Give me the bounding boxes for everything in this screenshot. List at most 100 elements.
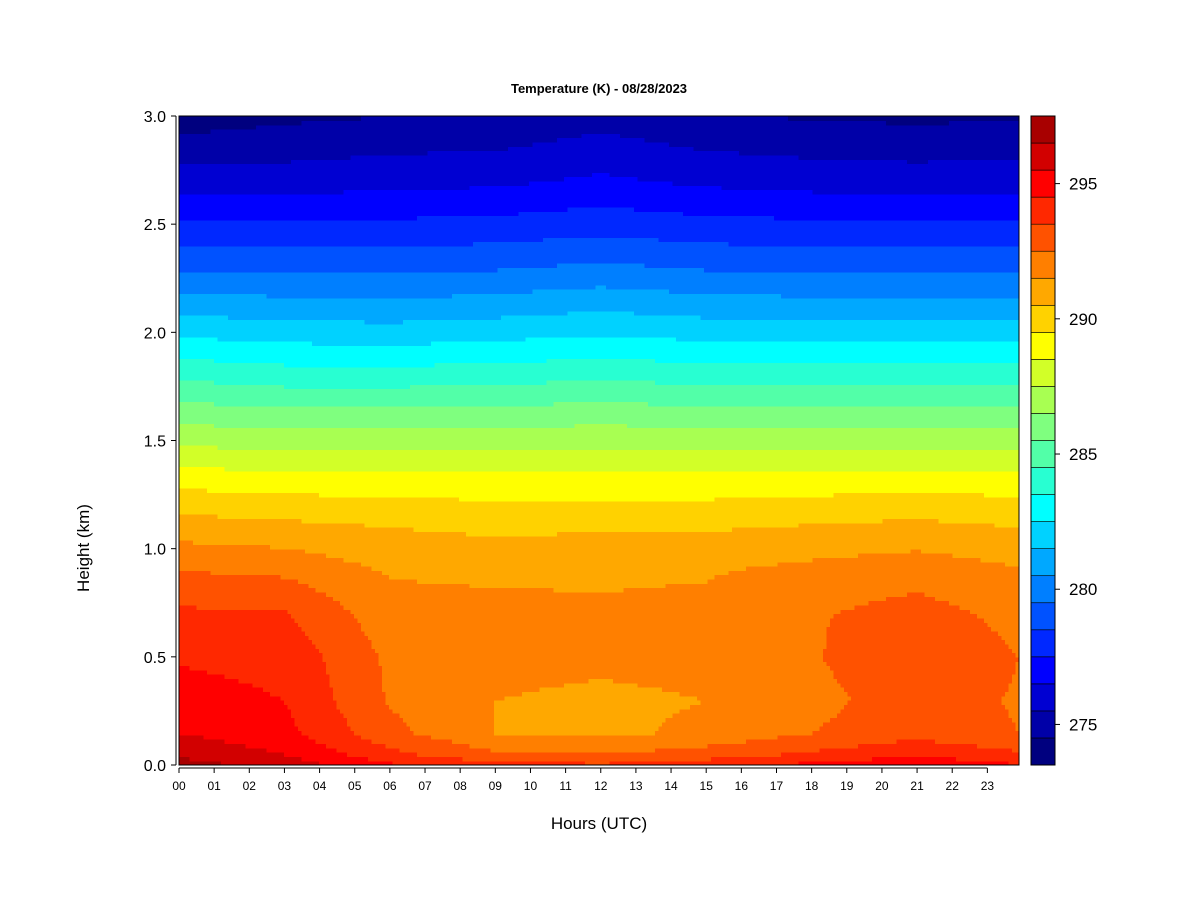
- heatmap-cell: [200, 665, 204, 670]
- heatmap-cell: [228, 631, 232, 636]
- heatmap-cell: [253, 717, 257, 722]
- heatmap-cell: [193, 700, 197, 705]
- heatmap-cell: [218, 371, 222, 376]
- heatmap-cell: [249, 371, 253, 376]
- heatmap-cell: [218, 142, 222, 147]
- heatmap-cell: [232, 505, 236, 510]
- heatmap-cell: [197, 228, 201, 233]
- heatmap-cell: [197, 717, 201, 722]
- heatmap-cell: [256, 748, 260, 753]
- heatmap-cell: [218, 458, 222, 463]
- heatmap-cell: [267, 311, 271, 316]
- heatmap-cell: [193, 605, 197, 610]
- heatmap-cell: [228, 527, 232, 532]
- heatmap-cell: [204, 363, 208, 368]
- heatmap-cell: [221, 735, 225, 740]
- heatmap-cell: [218, 704, 222, 709]
- heatmap-cell: [228, 743, 232, 748]
- heatmap-cell: [267, 748, 271, 753]
- heatmap-cell: [218, 661, 222, 666]
- heatmap-cell: [183, 484, 187, 489]
- heatmap-cell: [183, 406, 187, 411]
- heatmap-cell: [256, 415, 260, 420]
- heatmap-cell: [183, 324, 187, 329]
- heatmap-cell: [249, 549, 253, 554]
- heatmap-cell: [267, 518, 271, 523]
- heatmap-cell: [190, 337, 194, 342]
- heatmap-cell: [197, 341, 201, 346]
- heatmap-cell: [179, 453, 183, 458]
- heatmap-cell: [249, 151, 253, 156]
- heatmap-cell: [204, 627, 208, 632]
- heatmap-cell: [256, 670, 260, 675]
- heatmap-cell: [235, 449, 239, 454]
- heatmap-cell: [256, 116, 260, 121]
- heatmap-cell: [249, 748, 253, 753]
- heatmap-cell: [179, 722, 183, 727]
- heatmap-cell: [256, 514, 260, 519]
- heatmap-cell: [218, 657, 222, 662]
- heatmap-cell: [204, 120, 208, 125]
- heatmap-cell: [200, 614, 204, 619]
- heatmap-cell: [218, 609, 222, 614]
- heatmap-cell: [263, 419, 267, 424]
- heatmap-cell: [274, 553, 278, 558]
- heatmap-cell: [235, 505, 239, 510]
- heatmap-cell: [239, 614, 243, 619]
- heatmap-cell: [270, 700, 274, 705]
- heatmap-cell: [232, 138, 236, 143]
- heatmap-cell: [221, 627, 225, 632]
- heatmap-cell: [267, 635, 271, 640]
- heatmap-cell: [232, 276, 236, 281]
- heatmap-cell: [197, 254, 201, 259]
- heatmap-cell: [249, 419, 253, 424]
- heatmap-cell: [232, 341, 236, 346]
- heatmap-cell: [225, 298, 229, 303]
- heatmap-cell: [225, 315, 229, 320]
- heatmap-cell: [190, 168, 194, 173]
- heatmap-cell: [200, 670, 204, 675]
- heatmap-cell: [200, 622, 204, 627]
- heatmap-cell: [211, 622, 215, 627]
- heatmap-cell: [246, 709, 250, 714]
- heatmap-cell: [200, 384, 204, 389]
- heatmap-cell: [274, 601, 278, 606]
- heatmap-cell: [179, 514, 183, 519]
- heatmap-cell: [183, 345, 187, 350]
- heatmap-cell: [218, 588, 222, 593]
- heatmap-cell: [179, 393, 183, 398]
- heatmap-cell: [218, 531, 222, 536]
- heatmap-cell: [190, 471, 194, 476]
- heatmap-cell: [246, 756, 250, 761]
- heatmap-cell: [270, 302, 274, 307]
- heatmap-cell: [200, 324, 204, 329]
- heatmap-cell: [232, 691, 236, 696]
- heatmap-cell: [253, 475, 257, 480]
- heatmap-cell: [246, 696, 250, 701]
- heatmap-cell: [200, 358, 204, 363]
- heatmap-cell: [197, 583, 201, 588]
- heatmap-cell: [204, 332, 208, 337]
- heatmap-cell: [221, 428, 225, 433]
- heatmap-cell: [274, 700, 278, 705]
- heatmap-cell: [197, 501, 201, 506]
- heatmap-cell: [242, 527, 246, 532]
- heatmap-cell: [204, 743, 208, 748]
- heatmap-cell: [267, 432, 271, 437]
- heatmap-cell: [263, 224, 267, 229]
- heatmap-cell: [218, 406, 222, 411]
- heatmap-cell: [239, 696, 243, 701]
- heatmap-cell: [179, 752, 183, 757]
- heatmap-cell: [200, 536, 204, 541]
- heatmap-cell: [214, 190, 218, 195]
- heatmap-cell: [211, 237, 215, 242]
- heatmap-cell: [228, 146, 232, 151]
- heatmap-cell: [246, 350, 250, 355]
- heatmap-cell: [204, 484, 208, 489]
- heatmap-cell: [249, 120, 253, 125]
- heatmap-cell: [232, 155, 236, 160]
- heatmap-cell: [193, 570, 197, 575]
- heatmap-cell: [256, 605, 260, 610]
- heatmap-cell: [197, 406, 201, 411]
- heatmap-cell: [260, 358, 264, 363]
